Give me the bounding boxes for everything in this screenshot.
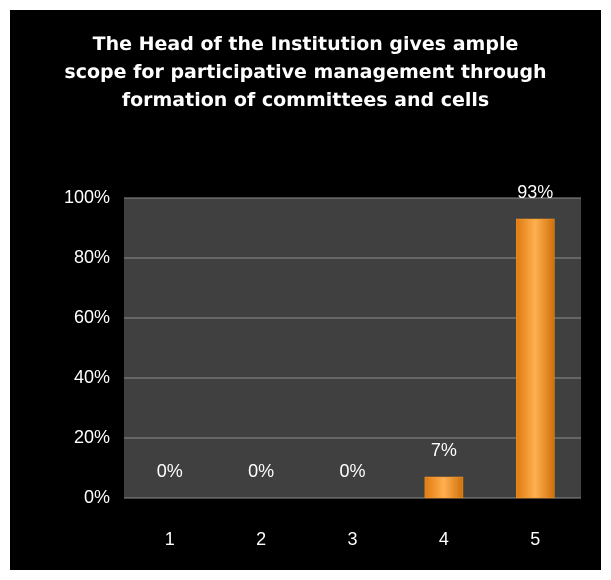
y-tick-label: 80% <box>74 247 110 267</box>
y-tick-label: 100% <box>64 187 110 207</box>
plot-area <box>124 198 581 498</box>
chart-title: The Head of the Institution gives ample … <box>64 33 547 111</box>
value-label: 0% <box>248 461 274 481</box>
y-tick-label: 0% <box>84 487 110 507</box>
value-label: 0% <box>339 461 365 481</box>
value-label: 7% <box>431 440 457 460</box>
bar <box>516 218 555 499</box>
value-label: 93% <box>517 182 553 202</box>
y-tick-label: 40% <box>74 367 110 387</box>
bar <box>424 476 464 499</box>
x-tick-label: 3 <box>347 529 357 549</box>
x-tick-label: 1 <box>165 529 175 549</box>
x-tick-label: 4 <box>439 529 449 549</box>
value-label: 0% <box>157 461 183 481</box>
x-tick-label: 2 <box>256 529 266 549</box>
y-tick-label: 60% <box>74 307 110 327</box>
x-tick-label: 5 <box>530 529 540 549</box>
y-tick-label: 20% <box>74 427 110 447</box>
